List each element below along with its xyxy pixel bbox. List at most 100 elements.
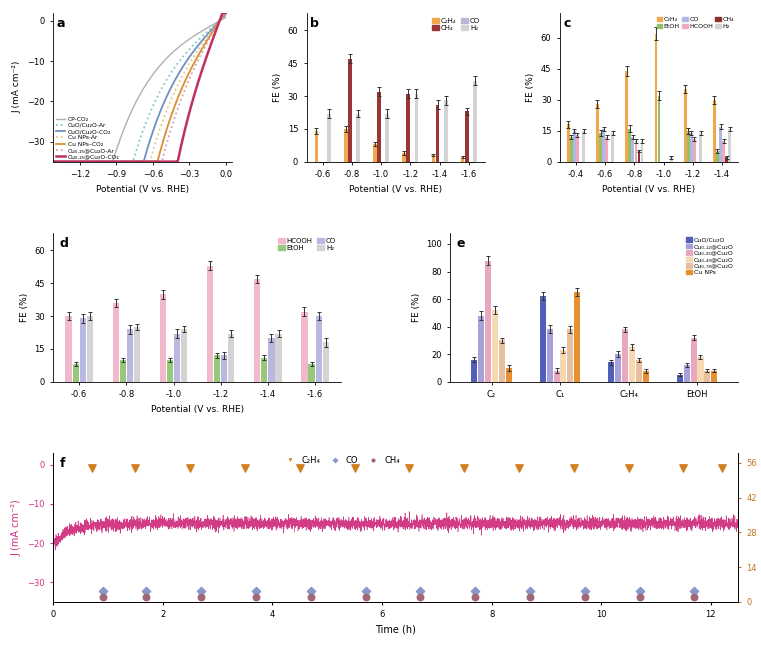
Bar: [641, 141, 643, 162]
Bar: [473, 81, 476, 162]
Bar: [348, 59, 352, 162]
Cu NPs-Ar: [151, 138, 161, 146]
Bar: [65, 316, 72, 382]
Cu₀.₂₅@Cu₂O-CO₂: [142, 158, 151, 166]
Point: [458, 463, 470, 473]
Bar: [261, 358, 268, 382]
Cu NPs-Ar: [190, 52, 199, 60]
Y-axis label: FE (%): FE (%): [20, 292, 29, 322]
X-axis label: Time (h): Time (h): [375, 624, 416, 635]
Point: [129, 463, 142, 473]
CP-CO₂: [217, 16, 226, 24]
Point: [568, 463, 580, 473]
Cu NPs–CO₂: [151, 158, 161, 166]
Point: [304, 586, 317, 596]
CuO/Cu₂O-CO₂: [221, 10, 230, 18]
Text: d: d: [59, 237, 68, 250]
Bar: [684, 89, 686, 162]
Bar: [323, 342, 329, 382]
Text: e: e: [456, 237, 465, 250]
CP-CO₂: [151, 67, 161, 74]
Bar: [626, 71, 628, 162]
Point: [195, 586, 207, 596]
Point: [469, 591, 481, 602]
Bar: [567, 329, 573, 382]
Cu₀.₂₅@Cu₂O-Ar: [142, 158, 151, 166]
Point: [349, 463, 361, 473]
Bar: [705, 371, 710, 382]
Bar: [698, 357, 703, 382]
Bar: [713, 100, 716, 162]
CuO/Cu₂O-Ar: [132, 148, 141, 155]
Text: f: f: [60, 457, 65, 470]
Point: [469, 586, 481, 596]
Bar: [485, 261, 491, 382]
Point: [97, 586, 109, 596]
Bar: [599, 133, 602, 162]
Line: Cu₀.₂₅@Cu₂O-Ar: Cu₀.₂₅@Cu₂O-Ar: [53, 13, 225, 162]
Bar: [344, 129, 348, 162]
Line: Cu NPs-Ar: Cu NPs-Ar: [53, 13, 225, 162]
Bar: [72, 364, 79, 382]
Bar: [670, 157, 673, 162]
Cu₀.₂₅@Cu₂O-CO₂: [218, 9, 228, 17]
Cu₀.₂₅@Cu₂O-Ar: [131, 158, 140, 166]
Point: [239, 463, 251, 473]
CuO/Cu₂O-CO₂: [142, 148, 151, 155]
Bar: [403, 153, 406, 162]
Legend: C₂H₄, CO, CH₄: C₂H₄, CO, CH₄: [280, 454, 402, 466]
Point: [677, 463, 689, 473]
Legend: CuO/Cu₂O, Cu₀.₁₂@Cu₂O, Cu₀.₂₅@Cu₂O, Cu₀.₄₉@Cu₂O, Cu₀.₇₈@Cu₂O, Cu NPs: CuO/Cu₂O, Cu₀.₁₂@Cu₂O, Cu₀.₂₅@Cu₂O, Cu₀.…: [685, 236, 735, 276]
Cu₀.₂₅@Cu₂O-CO₂: [49, 158, 58, 166]
Cu₀.₂₅@Cu₂O-Ar: [49, 158, 58, 166]
Bar: [373, 144, 377, 162]
Point: [359, 591, 371, 602]
Cu NPs–CO₂: [217, 14, 226, 22]
CuO/Cu₂O-CO₂: [190, 46, 199, 54]
Bar: [687, 131, 689, 162]
Cu₀.₂₅@Cu₂O-Ar: [190, 64, 199, 72]
Bar: [316, 316, 322, 382]
Cu NPs–CO₂: [49, 158, 58, 166]
Cu₀.₂₅@Cu₂O-Ar: [217, 14, 226, 21]
Point: [140, 586, 152, 596]
Bar: [254, 279, 260, 382]
Cu₀.₂₅@Cu₂O-Ar: [221, 9, 230, 17]
Bar: [615, 354, 621, 382]
Bar: [570, 137, 572, 162]
Bar: [498, 340, 505, 382]
CP-CO₂: [190, 32, 199, 39]
Point: [359, 586, 371, 596]
Line: CuO/Cu₂O-Ar: CuO/Cu₂O-Ar: [53, 16, 225, 162]
Bar: [690, 133, 693, 162]
Bar: [167, 360, 174, 382]
Bar: [596, 104, 599, 162]
Y-axis label: J (mA cm⁻²): J (mA cm⁻²): [11, 499, 22, 556]
Bar: [693, 139, 696, 162]
Bar: [275, 334, 282, 382]
Point: [250, 586, 262, 596]
Cu NPs–CO₂: [132, 158, 141, 166]
Bar: [605, 137, 608, 162]
CP-CO₂: [142, 80, 151, 87]
Point: [513, 463, 525, 473]
Point: [688, 591, 700, 602]
Bar: [576, 135, 579, 162]
Bar: [87, 316, 93, 382]
Line: CP-CO₂: CP-CO₂: [53, 17, 225, 162]
CuO/Cu₂O-CO₂: [131, 158, 140, 166]
Legend: C₂H₄, CH₄, CO, H₂: C₂H₄, CH₄, CO, H₂: [431, 16, 482, 32]
Point: [403, 463, 416, 473]
Bar: [269, 338, 275, 382]
Bar: [221, 355, 228, 382]
Bar: [465, 111, 469, 162]
Bar: [134, 327, 140, 382]
Bar: [127, 329, 133, 382]
Line: Cu₀.₂₅@Cu₂O-CO₂: Cu₀.₂₅@Cu₂O-CO₂: [53, 13, 225, 162]
Bar: [629, 347, 635, 382]
Cu₀.₂₅@Cu₂O-CO₂: [131, 158, 140, 166]
Cu₀.₂₅@Cu₂O-Ar: [132, 158, 141, 166]
Point: [578, 586, 591, 596]
X-axis label: Potential (V vs. RHE): Potential (V vs. RHE): [603, 184, 696, 193]
Point: [578, 591, 591, 602]
